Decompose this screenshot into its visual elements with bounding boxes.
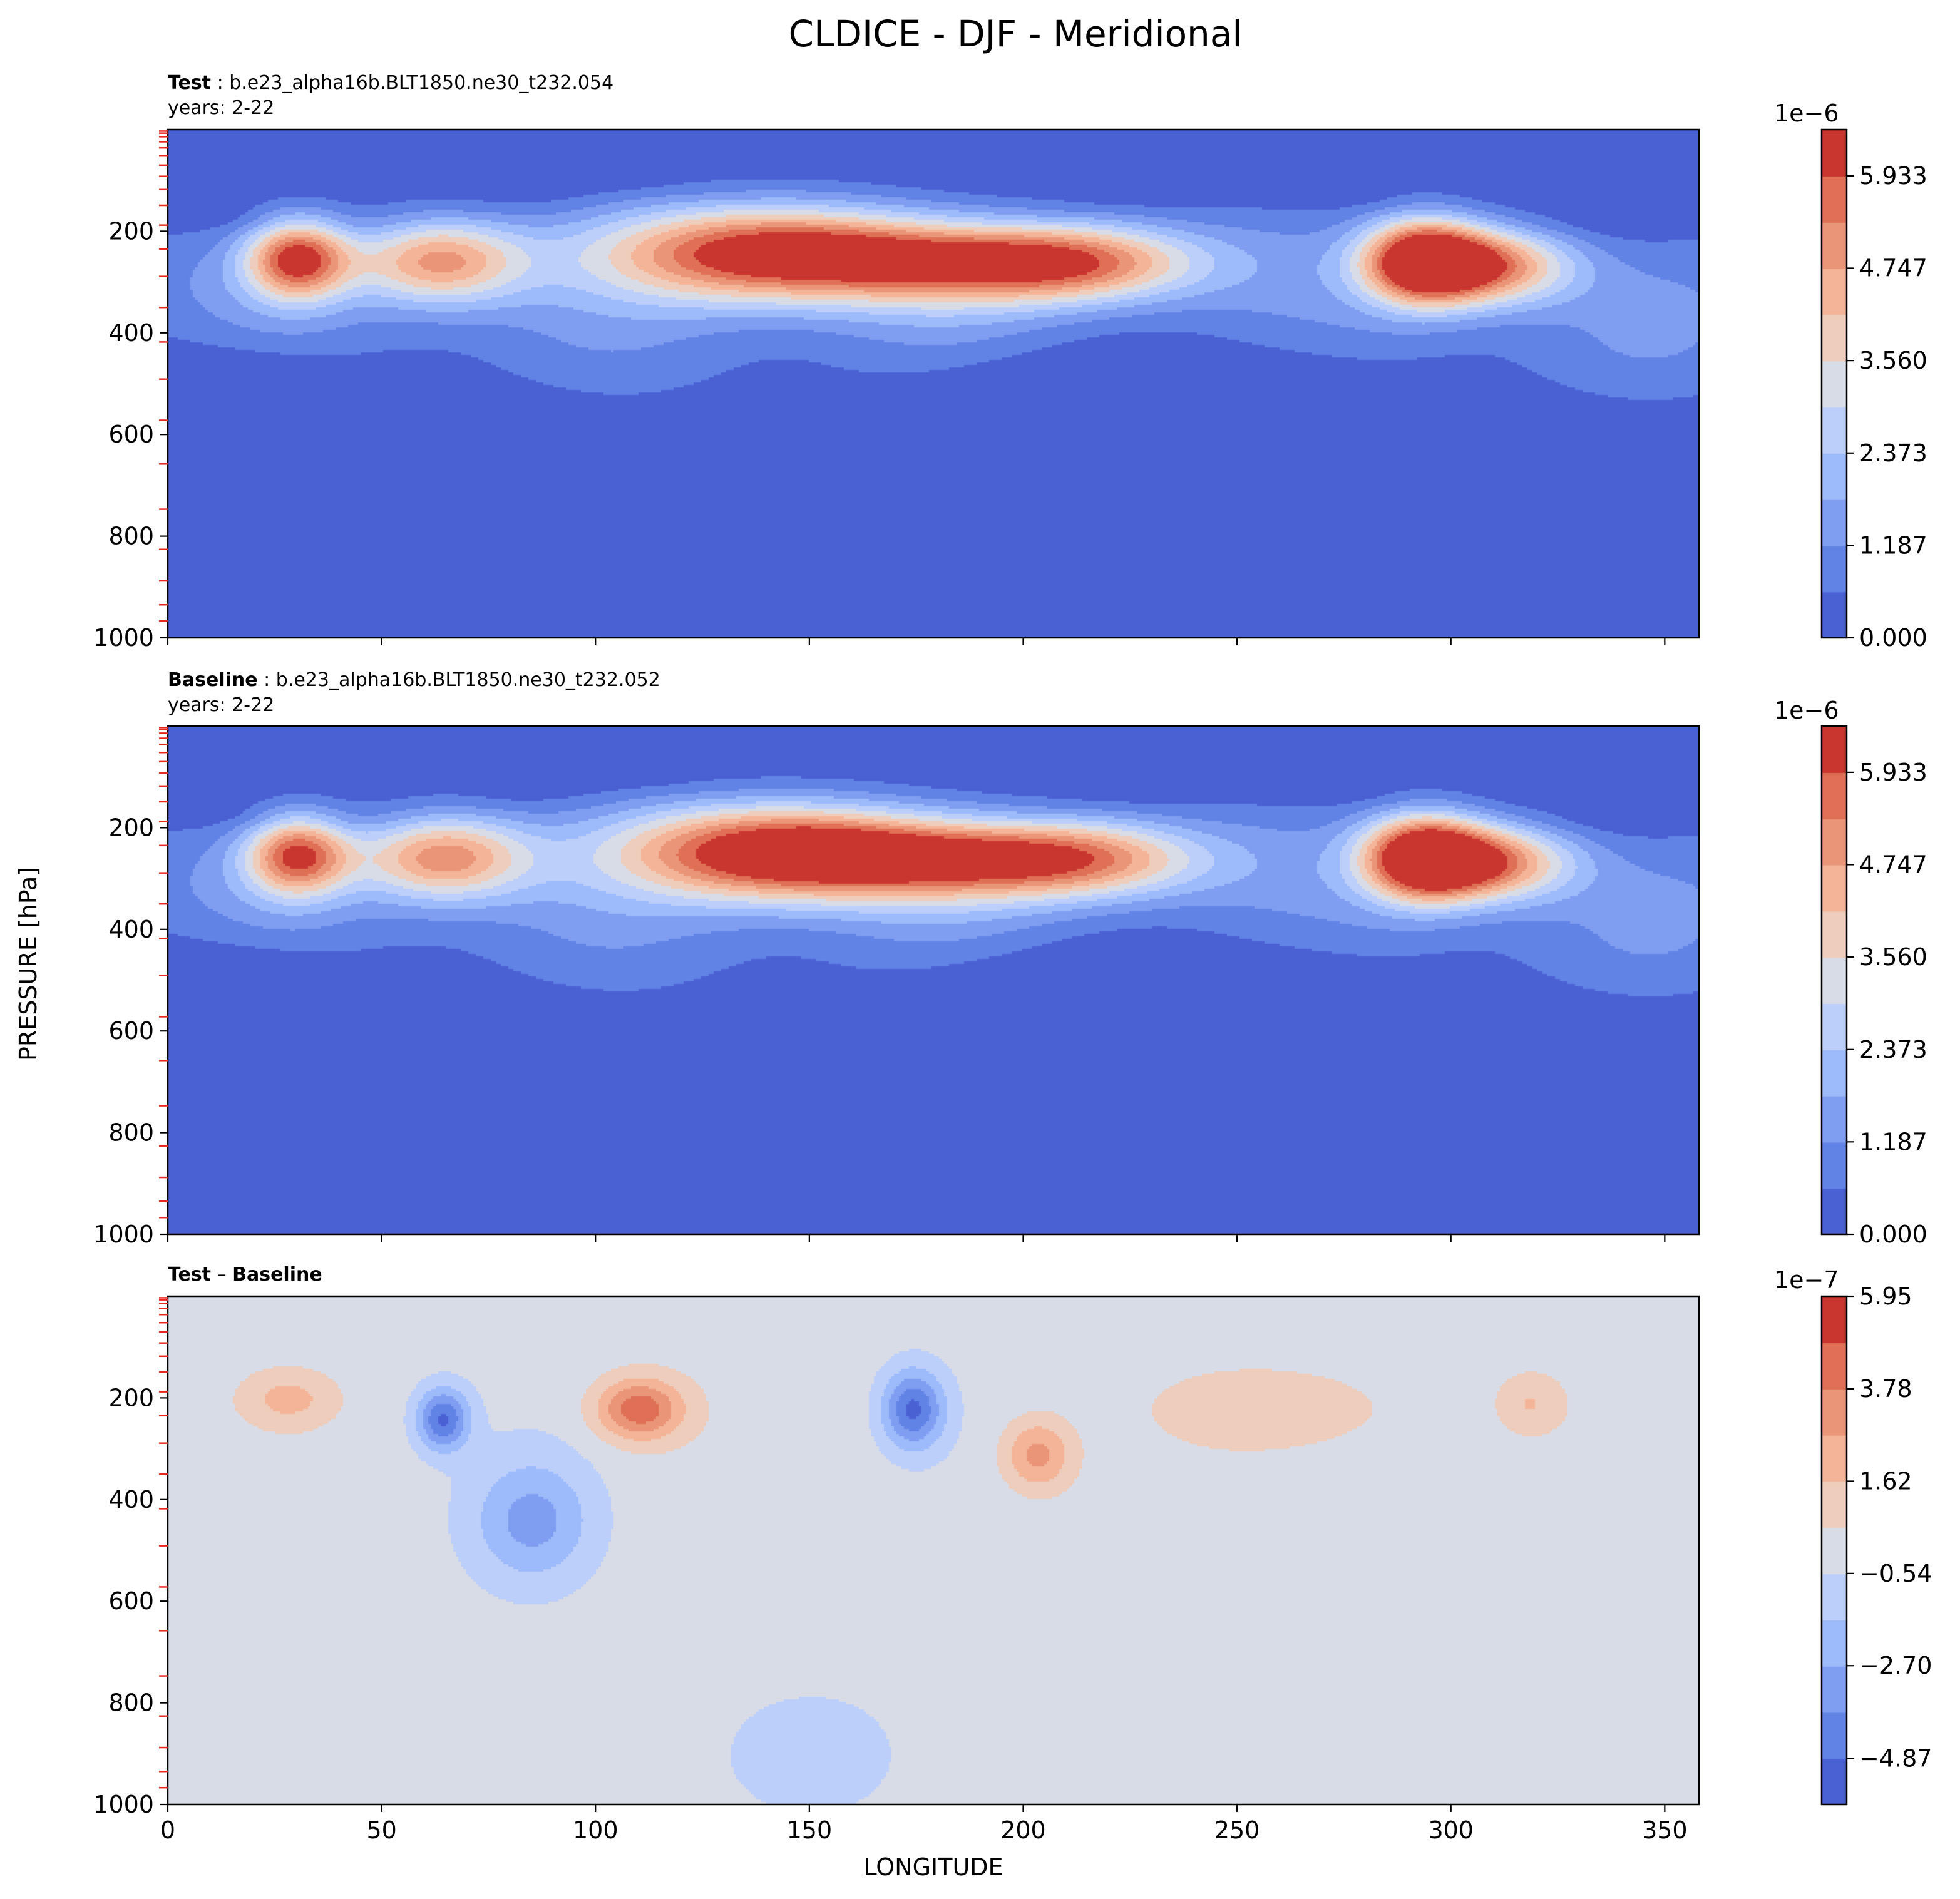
subtitle-bold: Baseline xyxy=(168,669,258,691)
y-tick-label: 200 xyxy=(108,814,154,841)
subtitle-rest: : b.e23_alpha16b.BLT1850.ne30_t232.052 xyxy=(258,669,660,691)
x-tick-label: 50 xyxy=(366,1816,396,1844)
colorbar-tick-label: 5.95 xyxy=(1859,1282,1912,1310)
panel-baseline-plot-area xyxy=(168,726,1699,1234)
colorbar-tick-label: 3.560 xyxy=(1859,943,1927,971)
panel-test-colorbar-frame xyxy=(1820,128,1848,639)
panel-difference-colorbar-offset: 1e−7 xyxy=(1774,1266,1839,1294)
panel-test-plot-area xyxy=(168,130,1699,638)
subtitle-rest: : b.e23_alpha16b.BLT1850.ne30_t232.054 xyxy=(211,72,613,94)
y-tick-label: 1000 xyxy=(93,624,154,652)
colorbar-tick-label: 0.000 xyxy=(1859,1221,1927,1248)
colorbar-tick-label: −2.70 xyxy=(1859,1652,1932,1679)
panel-baseline-years: years: 2-22 xyxy=(168,694,274,716)
x-tick-label: 300 xyxy=(1428,1816,1474,1844)
colorbar-tick-label: 2.373 xyxy=(1859,439,1927,467)
panel-baseline-colorbar-axis: 0.000 1.187 2.373 3.560 4.747 5.933 xyxy=(1847,759,1927,1248)
panel-test-axes: 200 400 600 800 1000 xyxy=(93,130,1666,652)
panel-baseline-field xyxy=(168,726,1699,1234)
colorbar-tick-label: 3.78 xyxy=(1859,1375,1912,1403)
figure-title: CLDICE - DJF - Meridional xyxy=(789,13,1243,55)
panel-baseline-colorbar xyxy=(1822,726,1847,1234)
x-tick-label: 100 xyxy=(573,1816,618,1844)
panel-baseline-colorbar-fill xyxy=(1822,726,1847,1234)
x-tick-label: 250 xyxy=(1214,1816,1260,1844)
subtitle-bold2: Baseline xyxy=(232,1264,322,1286)
colorbar-tick-label: 4.747 xyxy=(1859,851,1927,878)
panel-test-colorbar-offset: 1e−6 xyxy=(1774,100,1839,127)
panel-test-colorbar-axis: 0.000 1.187 2.373 3.560 4.747 5.933 xyxy=(1847,162,1927,652)
colorbar-tick-label: 1.187 xyxy=(1859,531,1927,559)
y-tick-label: 800 xyxy=(108,1689,154,1717)
panel-difference-colorbar xyxy=(1822,1296,1847,1804)
subtitle-sep: – xyxy=(211,1264,232,1286)
y-tick-label: 200 xyxy=(108,217,154,245)
panel-test-subtitle: Test : b.e23_alpha16b.BLT1850.ne30_t232.… xyxy=(168,72,613,94)
colorbar-tick-label: 3.560 xyxy=(1859,347,1927,374)
x-tick-label: 0 xyxy=(160,1816,175,1844)
y-tick-label: 600 xyxy=(108,421,154,448)
y-tick-label: 400 xyxy=(108,916,154,943)
panel-test-field xyxy=(168,130,1699,638)
panel-difference-plot-area xyxy=(168,1296,1699,1804)
panel-test-colorbar-fill xyxy=(1822,130,1847,638)
panel-difference-subtitle: Test – Baseline xyxy=(168,1264,322,1286)
panel-baseline: Baseline : b.e23_alpha16b.BLT1850.ne30_t… xyxy=(93,669,1927,1248)
x-tick-label: 150 xyxy=(787,1816,833,1844)
y-tick-label: 1000 xyxy=(93,1791,154,1818)
subtitle-bold: Test xyxy=(168,1264,211,1286)
panel-baseline-frame xyxy=(167,725,1700,1236)
colorbar-tick-label: 5.933 xyxy=(1859,162,1927,190)
y-axis-label: PRESSURE [hPa] xyxy=(14,867,42,1061)
colorbar-tick-label: 5.933 xyxy=(1859,759,1927,786)
y-tick-label: 400 xyxy=(108,1486,154,1513)
y-tick-label: 400 xyxy=(108,319,154,347)
panel-baseline-colorbar-offset: 1e−6 xyxy=(1774,697,1839,724)
panel-baseline-subtitle: Baseline : b.e23_alpha16b.BLT1850.ne30_t… xyxy=(168,669,660,691)
panel-test-colorbar xyxy=(1822,130,1847,638)
colorbar-tick-label: 2.373 xyxy=(1859,1036,1927,1063)
panel-difference: Test – Baseline 0 50 100 150 200 250 300 350 200… xyxy=(93,1264,1932,1881)
colorbar-tick-label: −0.54 xyxy=(1859,1560,1932,1587)
y-tick-label: 800 xyxy=(108,523,154,550)
panel-difference-colorbar-fill xyxy=(1822,1296,1847,1804)
panel-test-years: years: 2-22 xyxy=(168,97,274,119)
y-tick-label: 800 xyxy=(108,1119,154,1147)
panel-baseline-colorbar-frame xyxy=(1820,725,1848,1236)
colorbar-tick-label: 1.62 xyxy=(1859,1467,1912,1495)
panel-test: Test : b.e23_alpha16b.BLT1850.ne30_t232.… xyxy=(93,72,1927,652)
panel-difference-frame xyxy=(167,1295,1700,1806)
panel-test-frame xyxy=(167,128,1700,639)
colorbar-tick-label: 4.747 xyxy=(1859,254,1927,282)
y-tick-label: 600 xyxy=(108,1017,154,1045)
panel-difference-field xyxy=(168,1296,1699,1804)
y-tick-label: 200 xyxy=(108,1384,154,1411)
x-axis-label: LONGITUDE xyxy=(863,1853,1003,1881)
subtitle-bold: Test xyxy=(168,72,211,94)
x-tick-label: 200 xyxy=(1000,1816,1046,1844)
y-tick-label: 600 xyxy=(108,1587,154,1615)
colorbar-tick-label: 0.000 xyxy=(1859,624,1927,652)
colorbar-tick-label: 1.187 xyxy=(1859,1128,1927,1155)
panel-difference-colorbar-frame xyxy=(1820,1295,1848,1806)
colorbar-tick-label: −4.87 xyxy=(1859,1744,1932,1772)
panel-difference-axes: 0 50 100 150 200 250 300 350 200 400 600 800 1000 xyxy=(93,1297,1688,1844)
panel-difference-colorbar-axis: −4.87 −2.70 −0.54 1.62 3.78 5.95 xyxy=(1847,1282,1932,1772)
x-tick-label: 350 xyxy=(1642,1816,1688,1844)
y-tick-label: 1000 xyxy=(93,1221,154,1248)
panel-baseline-axes: 200 400 600 800 1000 xyxy=(93,727,1666,1248)
